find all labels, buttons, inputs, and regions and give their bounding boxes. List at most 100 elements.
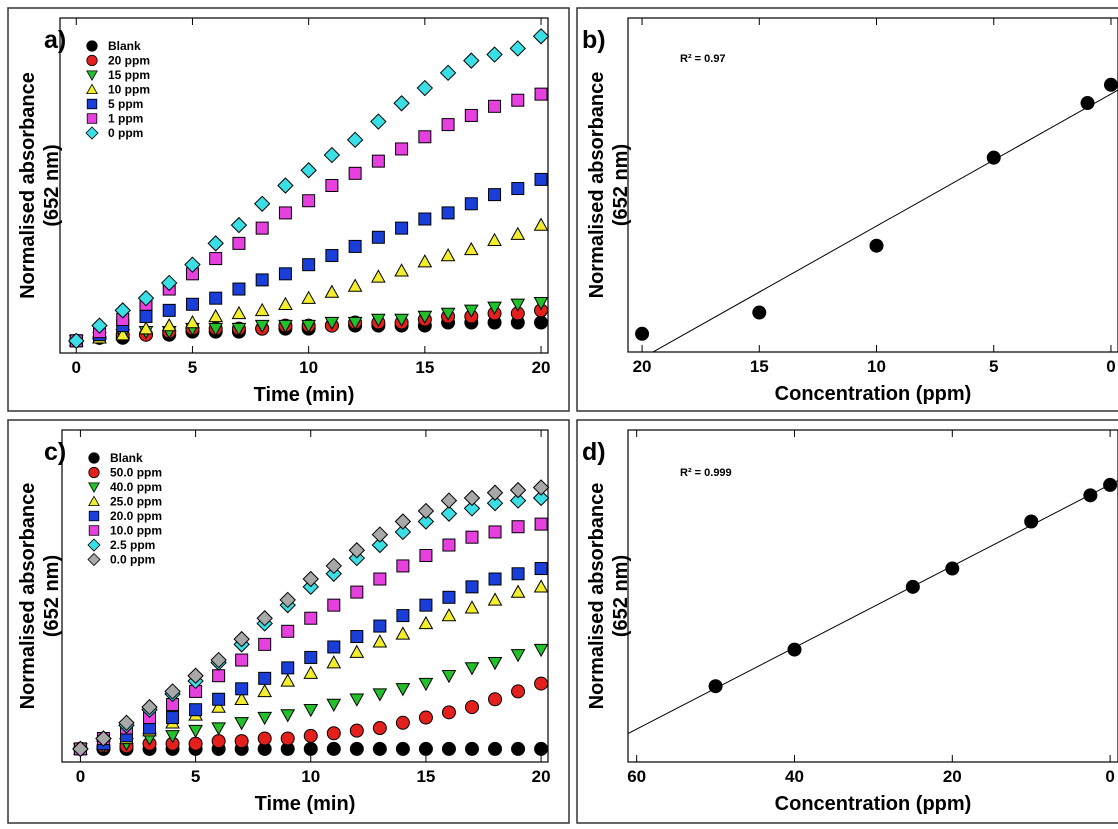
marker <box>211 734 226 749</box>
marker <box>88 525 100 536</box>
marker <box>212 669 226 683</box>
marker <box>417 502 435 520</box>
marker <box>304 650 318 664</box>
marker <box>188 724 203 739</box>
marker <box>945 561 960 576</box>
marker <box>465 530 479 544</box>
marker <box>394 513 412 530</box>
marker <box>417 513 435 530</box>
marker <box>511 93 525 107</box>
marker <box>465 580 479 594</box>
marker <box>372 634 388 648</box>
marker <box>88 466 100 479</box>
marker <box>230 216 248 234</box>
marker <box>440 505 458 522</box>
marker <box>418 741 433 756</box>
marker <box>162 303 176 317</box>
marker <box>464 600 480 614</box>
marker <box>302 258 316 272</box>
marker <box>209 252 223 266</box>
marker <box>533 643 549 658</box>
marker <box>393 95 410 112</box>
marker <box>1083 488 1098 503</box>
marker <box>509 492 527 509</box>
panel-border <box>7 419 570 824</box>
marker <box>139 309 153 323</box>
marker <box>488 99 502 113</box>
legend-label: 50.0 ppm <box>110 466 162 480</box>
marker <box>396 559 410 573</box>
panel: 60 40 20 0 Concentration (ppm) Normalised abs… <box>576 419 1118 824</box>
marker <box>165 730 180 744</box>
marker <box>464 108 478 122</box>
marker <box>185 297 199 311</box>
marker <box>231 305 247 320</box>
panel-label: d) <box>582 438 606 466</box>
marker <box>257 683 273 698</box>
marker <box>487 656 503 671</box>
marker <box>371 154 385 168</box>
marker <box>253 195 271 212</box>
marker <box>326 726 341 741</box>
marker <box>326 655 342 669</box>
marker <box>752 305 767 320</box>
marker <box>394 523 412 541</box>
marker <box>235 682 249 696</box>
marker <box>534 741 549 756</box>
annotation: R² = 0.97 <box>680 53 726 65</box>
marker <box>72 740 89 758</box>
marker <box>534 315 549 330</box>
x-axis-title: Time (min) <box>254 384 355 406</box>
marker <box>326 698 342 713</box>
marker <box>254 319 270 334</box>
marker <box>232 282 246 296</box>
marker <box>417 254 433 268</box>
marker <box>86 83 98 95</box>
panel: 0 5 10 15 20 Time (min) Normalised absorbance(… <box>7 419 570 824</box>
y-axis-title: Normalised absorbance <box>17 483 39 710</box>
x-axis-title: Concentration (ppm) <box>775 793 972 815</box>
marker <box>187 667 204 684</box>
x-tick-label: 60 <box>627 767 646 786</box>
marker <box>115 327 131 341</box>
marker <box>464 662 480 676</box>
marker <box>166 711 180 725</box>
marker <box>349 693 365 707</box>
marker <box>86 113 98 124</box>
marker <box>258 671 272 685</box>
marker <box>395 221 409 235</box>
marker <box>371 313 386 328</box>
marker <box>511 567 525 581</box>
marker <box>350 630 364 644</box>
marker <box>164 683 181 700</box>
marker <box>278 296 293 310</box>
marker <box>212 692 226 706</box>
marker <box>281 624 295 638</box>
marker <box>511 182 525 196</box>
marker <box>234 734 249 749</box>
marker <box>86 70 98 82</box>
marker <box>372 688 388 702</box>
legend-label: 20.0 ppm <box>110 509 162 523</box>
marker <box>208 322 224 337</box>
marker <box>255 221 269 235</box>
x-tick-label: 15 <box>750 357 769 376</box>
y-axis-title: (652 nm) <box>610 144 632 226</box>
y-axis-title: Normalised absorbance <box>17 72 39 299</box>
legend-entry <box>88 452 100 464</box>
marker <box>278 267 292 281</box>
marker <box>280 673 296 687</box>
panel: 0 5 10 15 20 Time (min) Normalised absorbance(… <box>7 7 570 412</box>
marker <box>349 644 365 658</box>
marker <box>371 269 386 283</box>
x-tick-label: 0 <box>1105 767 1114 786</box>
marker <box>234 691 250 705</box>
marker <box>488 692 503 707</box>
marker <box>88 510 100 522</box>
marker <box>1080 96 1095 111</box>
panel-border <box>576 7 1118 412</box>
marker <box>303 728 318 743</box>
marker <box>281 661 295 675</box>
marker <box>88 452 100 464</box>
marker <box>300 162 317 179</box>
